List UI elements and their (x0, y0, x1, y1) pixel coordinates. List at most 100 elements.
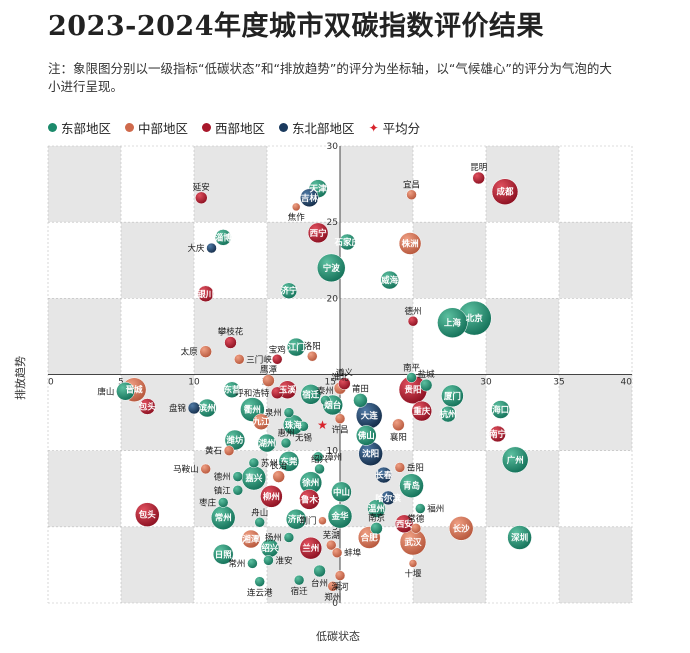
y-tick-label: 10 (327, 447, 339, 457)
bubble-east (353, 393, 368, 408)
bubble-east (370, 522, 383, 535)
bubble-label: 西安 (396, 519, 414, 530)
bubble-east (293, 574, 305, 586)
bubble-label: 兰州 (302, 543, 319, 554)
bubble-label: 吉林 (301, 193, 319, 204)
bubble-west (270, 386, 284, 400)
bubble-northeast (380, 490, 396, 506)
bubble-label: 石家庄 (334, 237, 361, 248)
bubble-label: 宿迁 (291, 586, 309, 597)
bubble-label: 宝鸡 (269, 344, 286, 355)
bubble-label: 泉州 (265, 408, 282, 419)
bubble-west (299, 536, 323, 560)
grid-cell (340, 222, 413, 299)
bubble-label: 济南 (288, 514, 306, 525)
bubble-east (283, 407, 295, 418)
bubble-label: 芜湖 (323, 530, 340, 541)
bubble-west (338, 377, 351, 390)
bubble-central (392, 418, 405, 432)
legend-label-west: 西部地区 (215, 121, 266, 136)
bubble-label: 金华 (330, 511, 349, 522)
bubble-label: 佛山 (357, 430, 375, 441)
bubble-label: 盐城 (418, 369, 436, 380)
bubble-label: 成都 (496, 187, 514, 198)
x-tick-label: 35 (553, 378, 564, 388)
bubble-label: 淄博 (215, 232, 233, 243)
bubble-label: 太原 (181, 347, 198, 358)
bubble-central (291, 202, 301, 212)
bubble-label: 哈尔滨 (375, 493, 401, 504)
bubble-east (232, 471, 244, 482)
bubble-northeast (300, 188, 319, 208)
bubble-west (135, 502, 160, 527)
legend-item-central: 中部地区 (125, 118, 188, 137)
bubble-label: 常德 (407, 513, 425, 524)
bubble-central (398, 232, 422, 255)
legend-label-northeast: 东北部地区 (292, 121, 355, 136)
bubble-east (331, 481, 352, 503)
bubble-east (316, 253, 346, 283)
grid-cell (559, 450, 632, 527)
bubble-label: 连云港 (247, 588, 273, 599)
bubble-east (415, 503, 426, 514)
bubble-east (491, 400, 510, 419)
bubble-west (260, 485, 283, 508)
chart-grid (47, 145, 633, 604)
bubble-central (327, 580, 338, 592)
bubble-east (224, 429, 246, 451)
bubble-central (394, 462, 406, 473)
bubble-label: 淮北 (331, 372, 349, 383)
bubble-central (334, 413, 346, 424)
bubble-label: 焦作 (288, 212, 306, 223)
bubble-east (339, 233, 356, 251)
bubble-label: 武汉 (404, 537, 422, 548)
grid-cell (486, 298, 559, 375)
bubble-label: 大庆 (188, 243, 206, 254)
grid-cell (267, 146, 340, 223)
bubble-label: 日照 (215, 550, 233, 560)
bubble-label: 滨州 (199, 403, 216, 414)
bubble-east (298, 421, 309, 432)
legend-item-east: 东部地区 (48, 118, 111, 137)
bubble-west (307, 222, 329, 244)
bubble-label: 宁波 (323, 263, 341, 274)
grid-cell (121, 222, 194, 299)
bubble-east (437, 307, 468, 338)
bubble-label: 上海 (444, 318, 462, 329)
bubble-label: 银川 (196, 289, 214, 300)
y-tick-label: 5 (332, 523, 338, 533)
bubble-east (214, 229, 232, 246)
bubble-label: 常州 (215, 513, 232, 524)
grid-cell (267, 526, 340, 603)
legend-label-average: 平均分 (382, 121, 421, 136)
bubble-east (320, 395, 331, 406)
chart-bubbles (116, 171, 532, 592)
bubble-east (501, 446, 529, 474)
x-axis-label: 低碳状态 (316, 629, 360, 643)
bubble-northeast (206, 242, 217, 254)
average-star-icon: ★ (317, 418, 328, 432)
bubble-label: 许昌 (331, 425, 348, 436)
bubble-label: 大连 (361, 411, 379, 422)
bubble-label: 苏州 (261, 458, 278, 469)
bubble-label: 漳州 (325, 452, 342, 463)
bubble-central (406, 189, 417, 200)
bubble-label: 福州 (427, 504, 444, 515)
grid-cell (48, 450, 121, 527)
bubble-east (419, 378, 433, 392)
bubble-label: 嘉兴 (244, 473, 263, 484)
bubble-central (325, 539, 337, 551)
bubble-east (300, 384, 322, 405)
bubble-label: 长治 (270, 461, 288, 472)
bubble-central (410, 523, 422, 534)
bubble-west (472, 171, 485, 185)
bubble-central (234, 354, 245, 365)
bubble-label: 济宁 (280, 286, 298, 297)
bubble-label: 马鞍山 (173, 464, 199, 475)
bubble-east (439, 405, 457, 423)
legend-dot-northeast (279, 123, 289, 132)
bubble-label: 枣庄 (199, 497, 217, 508)
bubble-label: 广州 (507, 455, 524, 466)
bubble-label: 昆明 (470, 163, 487, 173)
